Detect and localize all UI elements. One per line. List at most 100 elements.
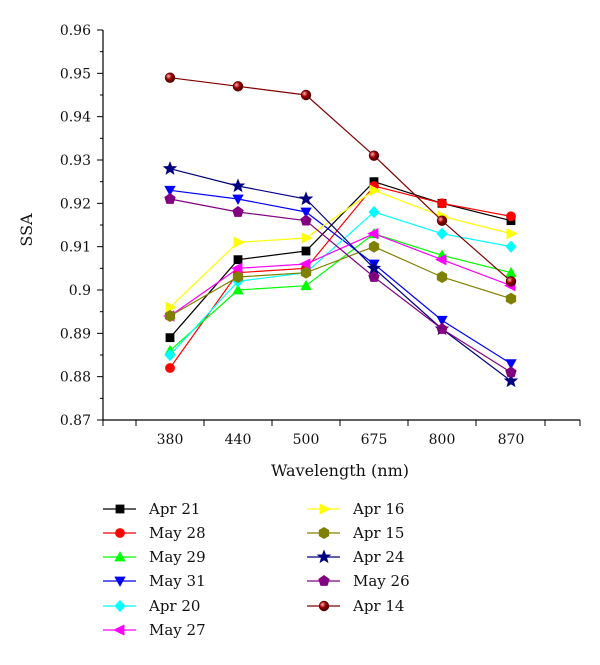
- y-tick-label: 0.92: [60, 196, 91, 212]
- series-may-26: [164, 193, 517, 378]
- data-point-apr-15: [164, 310, 176, 322]
- data-point-apr-15: [368, 240, 380, 253]
- data-point-apr-14: [164, 72, 176, 83]
- x-tick-label: 800: [429, 432, 456, 448]
- data-point-may-27: [299, 258, 311, 270]
- legend-item-apr-20: Apr 20: [103, 597, 200, 615]
- data-point-may-26: [300, 214, 312, 226]
- data-point-apr-15: [300, 266, 312, 279]
- legend-item-may-26: May 26: [307, 572, 410, 590]
- legend-item-apr-16: Apr 16: [307, 500, 404, 518]
- legend-marker-apr-15: [318, 527, 330, 539]
- data-point-may-27: [367, 228, 379, 240]
- y-tick-label: 0.91: [60, 240, 91, 256]
- series-line-apr-15: [169, 246, 512, 317]
- legend-label: Apr 15: [352, 524, 404, 542]
- series-apr-20: [164, 205, 517, 362]
- data-point-apr-14: [436, 215, 448, 226]
- x-axis-title: Wavelength (nm): [271, 461, 409, 480]
- data-point-apr-14: [368, 150, 380, 161]
- legend-marker-may-28: [115, 528, 125, 538]
- data-point-apr-21: [165, 333, 175, 343]
- y-tick-label: 0.94: [60, 110, 91, 126]
- legend-marker-may-29: [114, 551, 126, 562]
- y-tick-label: 0.93: [60, 153, 91, 169]
- data-point-may-31: [232, 194, 244, 205]
- legend-label: May 26: [353, 572, 410, 590]
- data-point-apr-16: [301, 232, 313, 244]
- legend-label: Apr 14: [352, 597, 404, 615]
- y-axis-title: SSA: [17, 213, 36, 247]
- legend-marker-may-27: [113, 624, 125, 636]
- legend-marker-apr-24: [316, 549, 332, 564]
- legend-item-apr-24: Apr 24: [307, 548, 404, 566]
- series-may-29: [164, 227, 517, 356]
- data-point-apr-20: [164, 348, 176, 362]
- y-tick-label: 0.89: [60, 326, 91, 342]
- legend-label: May 28: [149, 524, 206, 542]
- data-point-may-28: [506, 211, 516, 222]
- data-point-apr-24: [162, 161, 178, 175]
- data-point-apr-14: [505, 276, 517, 287]
- plot-area: 0.87 0.88 0.89 0.9 0.91 0.92 0.93 0.94 0.95 0.96 3…: [60, 23, 581, 448]
- data-point-may-31: [164, 185, 176, 197]
- data-point-apr-16: [506, 228, 518, 240]
- data-point-apr-14: [232, 81, 244, 92]
- data-point-may-31: [300, 207, 312, 218]
- data-point-may-29: [232, 284, 244, 295]
- y-tick-label: 0.87: [60, 413, 91, 429]
- legend-marker-apr-16: [319, 503, 331, 515]
- y-tick-label: 0.88: [60, 370, 91, 386]
- data-point-may-28: [165, 363, 175, 373]
- legend: Apr 21 May 28 May 29 May 31 Apr 20 May 27 Apr …: [103, 500, 410, 639]
- data-point-may-27: [435, 254, 447, 266]
- data-point-may-26: [368, 271, 380, 282]
- data-point-apr-15: [436, 271, 448, 283]
- data-point-apr-21: [233, 255, 243, 265]
- series-line-apr-14: [169, 77, 512, 282]
- series-line-apr-21: [169, 180, 512, 339]
- legend-label: Apr 21: [148, 500, 200, 518]
- x-tick-label: 440: [225, 432, 252, 448]
- data-point-apr-24: [503, 373, 519, 388]
- series-apr-14: [164, 72, 517, 287]
- legend-label: Apr 16: [352, 500, 404, 518]
- x-tick-label: 870: [498, 432, 525, 448]
- series-line-may-31: [169, 189, 512, 365]
- data-point-apr-20: [368, 205, 380, 219]
- series-apr-24: [162, 161, 519, 388]
- legend-item-may-28: May 28: [103, 524, 206, 542]
- series-apr-16: [165, 184, 518, 313]
- series-line-apr-20: [169, 211, 512, 356]
- series-line-may-29: [169, 233, 512, 352]
- x-tick-label: 380: [157, 432, 184, 448]
- series-apr-15: [164, 240, 517, 322]
- data-point-apr-16: [233, 236, 245, 248]
- y-tick-label: 0.96: [60, 23, 91, 39]
- data-point-may-26: [232, 206, 244, 217]
- series-may-28: [165, 181, 516, 373]
- series-line-may-27: [169, 233, 512, 317]
- legend-item-may-31: May 31: [103, 572, 206, 590]
- data-point-apr-16: [369, 184, 381, 196]
- legend-item-apr-14: Apr 14: [307, 597, 404, 615]
- data-point-may-27: [231, 262, 243, 274]
- data-point-may-26: [505, 366, 517, 378]
- data-point-may-28: [437, 198, 447, 209]
- x-tick-label: 675: [361, 432, 388, 448]
- data-point-may-31: [436, 315, 448, 327]
- legend-label: May 27: [149, 621, 206, 639]
- series-line-may-28: [169, 185, 512, 369]
- data-point-may-26: [436, 323, 448, 334]
- legend-marker-may-31: [114, 576, 126, 587]
- data-point-apr-14: [300, 89, 312, 101]
- data-point-apr-24: [230, 178, 246, 193]
- legend-item-may-29: May 29: [103, 548, 206, 566]
- legend-marker-apr-21: [115, 504, 125, 514]
- legend-label: May 31: [149, 572, 206, 590]
- legend-item-may-27: May 27: [103, 621, 206, 639]
- data-point-may-31: [505, 359, 517, 370]
- data-point-may-26: [164, 193, 176, 204]
